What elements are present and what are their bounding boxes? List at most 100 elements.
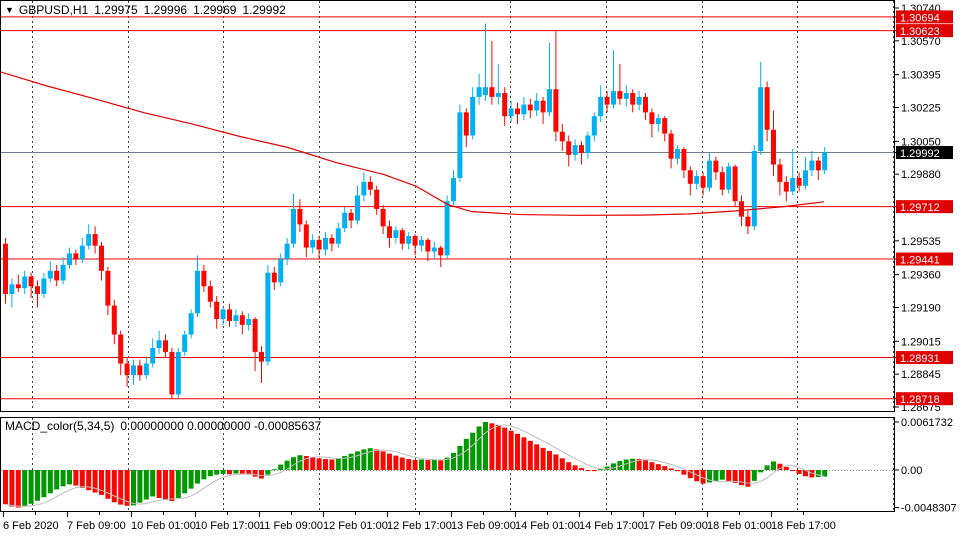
macd-bar-down: [99, 470, 104, 495]
candle-body-bear: [297, 208, 303, 225]
macd-bar-up: [265, 470, 271, 475]
candle-body-bear: [99, 245, 104, 271]
candle-body-bear: [73, 253, 79, 260]
price-tick-label: 1.29880: [901, 169, 941, 181]
candle-body-bull: [790, 178, 796, 192]
candle-body-bear: [719, 172, 725, 190]
macd-bar-up: [60, 470, 66, 487]
candle-body-bear: [649, 112, 655, 124]
macd-bar-down: [783, 466, 789, 470]
time-axis[interactable]: 6 Feb 2020 7 Feb 09:00 10 Feb 01:00 10 Feb …: [3, 512, 836, 532]
candle-body-bull: [361, 181, 367, 196]
macd-bar-down: [329, 459, 335, 470]
candle-body-bull: [476, 87, 482, 97]
price-level-badge-label: 1.30694: [900, 12, 940, 24]
candle-body-bull: [335, 228, 341, 244]
time-tick-label: 12 Feb 17:00: [387, 520, 452, 532]
macd-bar-down: [559, 458, 565, 470]
candle-body-bull: [175, 351, 181, 395]
candle-body-bull: [220, 309, 226, 320]
macd-bar-up: [476, 426, 482, 470]
candle-body-bear: [387, 226, 392, 238]
candle-body-bear: [732, 166, 738, 202]
macd-bar-down: [495, 424, 501, 470]
candle-body-bull: [342, 212, 348, 229]
candle-body-bear: [783, 181, 789, 192]
macd-bar-up: [483, 422, 488, 470]
macd-bar-up: [419, 459, 424, 470]
candle-body-bear: [54, 270, 60, 281]
macd-bar-up: [233, 470, 239, 474]
macd-bar-down: [399, 457, 405, 470]
macd-bar-down: [790, 470, 796, 471]
macd-bar-down: [323, 459, 328, 470]
macd-bar-up: [22, 470, 28, 507]
candle-body-bull: [508, 108, 514, 117]
candle-body-bull: [707, 160, 712, 188]
macd-bar-up: [713, 470, 719, 481]
candle-body-bull: [483, 87, 488, 95]
macd-panel[interactable]: [0, 417, 895, 512]
macd-bar-up: [150, 470, 156, 497]
candle-body-bull: [150, 348, 156, 364]
macd-signal-line: [4, 424, 825, 507]
price-axis[interactable]: 1.307401.305701.303951.302251.300501.298…: [895, 3, 957, 515]
candle-body-bull: [611, 91, 616, 105]
macd-indicator-name: MACD_color(5,34,5): [5, 419, 115, 433]
macd-bar-down: [777, 463, 783, 470]
time-tick-label: 18 Feb 17:00: [771, 520, 836, 532]
candle-body-bull: [572, 145, 578, 155]
macd-bar-down: [668, 468, 674, 470]
macd-bar-up: [451, 452, 456, 470]
candle-body-bull: [751, 150, 757, 227]
candle-body-bull: [355, 195, 360, 221]
macd-bar-down: [649, 462, 655, 470]
candle-body-bear: [643, 96, 648, 113]
macd-bar-up: [764, 465, 770, 470]
candle-body-bull: [406, 235, 412, 244]
chart-marker-icon: ▼: [5, 5, 14, 15]
ohlc-low: 1.29969: [193, 3, 237, 17]
candle-body-bear: [105, 270, 111, 306]
candle-body-bear: [329, 237, 335, 244]
main-chart-panel[interactable]: [0, 0, 895, 412]
candle-body-bull: [694, 176, 700, 184]
candle-body-bear: [380, 208, 386, 227]
candle-body-bear: [399, 230, 405, 244]
macd-bar-down: [803, 470, 808, 477]
candle-body-bull: [195, 270, 200, 314]
price-tick-label: 1.30050: [901, 136, 941, 148]
macd-bar-up: [707, 470, 712, 483]
candle-body-bear: [527, 104, 533, 111]
candle-body-bull: [470, 96, 476, 136]
candle-body-bear: [540, 100, 546, 113]
candle-body-bear: [124, 363, 130, 376]
price-level-badge: [896, 24, 953, 38]
candle-body-bull: [60, 264, 66, 281]
macd-bar-up: [297, 455, 303, 470]
price-level-badge: [896, 351, 953, 365]
macd-bar-down: [387, 453, 392, 470]
symbol-period-label: GBPUSD,H1: [18, 3, 89, 17]
macd-bar-down: [502, 427, 508, 470]
candle-body-bear: [815, 160, 821, 171]
candle-body-bull: [246, 319, 252, 325]
macd-bar-down: [156, 470, 162, 498]
candle-body-bear: [259, 351, 264, 362]
macd-bar-up: [623, 459, 629, 470]
candle-body-bear: [35, 286, 40, 294]
ohlc-close: 1.29992: [242, 3, 286, 17]
macd-bar-down: [636, 459, 642, 470]
candle-body-bull: [143, 363, 149, 376]
macd-bar-up: [47, 470, 53, 494]
candle-body-bull: [323, 237, 328, 250]
price-tick-label: 1.29015: [901, 336, 941, 348]
macd-bar-down: [163, 470, 168, 500]
moving-average-line: [0, 71, 825, 216]
macd-indicator-values: 0.00000000 0.00000000 -0.00085637: [120, 419, 322, 433]
candle-body-bull: [156, 340, 162, 349]
macd-bar-down: [726, 470, 732, 481]
candle-body-bull: [431, 247, 437, 252]
candle-body-bull: [86, 234, 92, 246]
